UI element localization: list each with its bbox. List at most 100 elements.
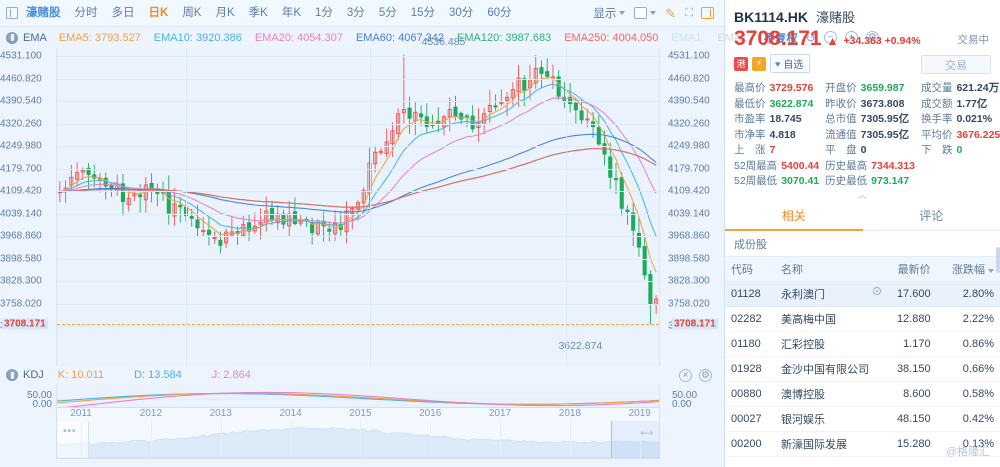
- cell-name: 澳博控股: [775, 381, 883, 407]
- table-row[interactable]: 02282 美高梅中国 12.880 2.22%: [725, 306, 1000, 332]
- kdj-axis-50-left: 50.00: [26, 390, 52, 401]
- stat-9: 市净率 4.818: [734, 128, 819, 143]
- nav-year-3: 2014: [279, 408, 302, 419]
- y-tick-8: 3968.860: [668, 230, 710, 242]
- timeframe-5[interactable]: 季K: [248, 6, 268, 19]
- panel-toggle-icon[interactable]: [6, 7, 18, 19]
- cell-change: 0.58%: [936, 381, 1000, 407]
- cell-change: 2.80%: [936, 281, 1000, 307]
- cell-price: 17.600: [883, 281, 937, 307]
- y-tick-7: 4039.140: [668, 208, 710, 219]
- indicator-icon: [6, 369, 18, 381]
- col-change[interactable]: 涨跌幅: [936, 255, 1000, 282]
- quote-name: 濠赌股: [815, 10, 855, 25]
- toolbar-brand[interactable]: 濠赌股: [26, 6, 61, 19]
- timeframe-0[interactable]: 分时: [74, 6, 98, 19]
- add-to-watchlist-button[interactable]: ♥ 自选: [770, 54, 811, 74]
- stat-value: 621.24万: [956, 82, 1000, 95]
- kdj-legend: KDJ K: 10.011 D: 13.584 J: 2.864 × ⚙: [0, 366, 724, 384]
- y-tick-3: 4320.260: [0, 118, 42, 129]
- timeframe-4[interactable]: 月K: [215, 6, 235, 19]
- stat-label: 平均价: [920, 128, 953, 141]
- ema-value-4: EMA120: 3987.683: [457, 31, 552, 44]
- annotation-high: 4536.485: [421, 36, 466, 49]
- y-tick-2: 4390.540: [0, 95, 42, 107]
- collapse-stats-button[interactable]: ︿: [857, 189, 867, 200]
- settings-icon[interactable]: ⚙: [699, 368, 712, 382]
- last-price-line: [57, 323, 659, 325]
- y-tick-1: 4460.820: [0, 73, 42, 84]
- adjust-toggle[interactable]: 不复权: [763, 32, 798, 45]
- cell-code: 01928: [725, 356, 775, 382]
- col-price[interactable]: 最新价: [883, 255, 937, 282]
- navigator-overview: [57, 421, 659, 458]
- ema-controls: 不复权 ↺ − + ⚙: [763, 30, 883, 46]
- cell-code: 00027: [725, 406, 775, 432]
- timeframe-1[interactable]: 多日: [111, 6, 135, 19]
- display-dropdown[interactable]: 显示: [593, 5, 626, 21]
- y-tick-9: 3898.580: [0, 253, 42, 264]
- nav-gridline: [150, 421, 152, 458]
- timeframe-11[interactable]: 30分: [449, 6, 474, 19]
- table-row[interactable]: 01180 汇彩控股 1.170 0.86%: [725, 331, 1000, 357]
- undo-icon[interactable]: ↺: [805, 30, 816, 45]
- market-status: 交易中: [957, 34, 990, 47]
- panel-tabs: 相关 评论: [725, 202, 1000, 231]
- ema-value-0: EMA5: 3793.527: [58, 31, 141, 44]
- stat-7: 总市值 7305.95亿: [825, 112, 915, 127]
- timeframe-6[interactable]: 年K: [281, 6, 301, 19]
- chevron-down-icon: [988, 268, 994, 273]
- table-row[interactable]: 00200 新濠国际发展 15.280 0.13%: [725, 431, 1000, 457]
- table-row[interactable]: 01128 永利澳门 17.600 2.80%: [725, 281, 1000, 307]
- zoom-out-icon[interactable]: −: [824, 31, 837, 44]
- kdj-value-0: K: 10.011: [57, 369, 105, 381]
- ema-value-5: EMA250: 4004.050: [564, 31, 659, 44]
- chart-style-dropdown[interactable]: [634, 7, 657, 19]
- timeframe-3[interactable]: 周K: [182, 6, 202, 19]
- cell-name: 银河娱乐: [775, 406, 883, 432]
- tab-1[interactable]: 评论: [919, 208, 944, 223]
- timeframe-7[interactable]: 1分: [315, 6, 333, 19]
- nav-gridline: [290, 421, 292, 458]
- pencil-icon[interactable]: ✎: [665, 5, 677, 21]
- table-row[interactable]: 01928 金沙中国有限公司 38.150 0.66%: [725, 356, 1000, 382]
- timeframe-12[interactable]: 60分: [487, 6, 512, 19]
- range-navigator[interactable]: 2011 2012 2013 2014 2015 2016 2017 2018 2019 •••…: [56, 407, 660, 459]
- stat-value: 3622.874: [769, 97, 814, 110]
- trade-button[interactable]: 交易: [921, 55, 991, 75]
- settings-icon[interactable]: ⚙: [866, 31, 879, 44]
- navigator-grip-left[interactable]: •••: [63, 426, 77, 437]
- tab-0[interactable]: 相关: [725, 202, 863, 231]
- stat-label: 52周最高: [734, 159, 778, 172]
- navigator-selection[interactable]: [611, 421, 659, 458]
- cell-name: 新濠国际发展: [775, 431, 883, 457]
- stat-label: 昨收价: [825, 97, 857, 110]
- close-icon[interactable]: ×: [679, 368, 692, 382]
- y-tick-10: 3828.300: [0, 275, 42, 287]
- stat-label: 历史最高: [825, 159, 868, 172]
- vertical-scrollbar[interactable]: [996, 247, 1000, 273]
- timeframe-10[interactable]: 15分: [410, 6, 436, 19]
- expand-icon[interactable]: ⛶: [685, 6, 693, 19]
- stat-value: 3673.808: [860, 97, 905, 110]
- timeframe-2[interactable]: 日K: [148, 6, 169, 19]
- chevron-down-icon: [619, 11, 626, 15]
- navigator-grip-right[interactable]: ⟷: [640, 428, 655, 438]
- timeframe-9[interactable]: 5分: [378, 6, 397, 19]
- table-row[interactable]: 00880 澳博控股 8.600 0.58%: [725, 381, 1000, 407]
- zoom-in-icon[interactable]: +: [845, 31, 858, 44]
- stat-2: 成交量 621.24万: [921, 81, 1000, 96]
- y-tick-6: 4109.420: [668, 185, 710, 197]
- quote-detail-icon[interactable]: [873, 286, 881, 295]
- col-name[interactable]: 名称: [775, 255, 883, 282]
- quote-change: +34.363 +0.94%: [843, 35, 921, 48]
- col-code[interactable]: 代码: [725, 255, 775, 282]
- nav-gridline: [569, 421, 571, 458]
- stat-value: 7: [769, 144, 776, 157]
- table-row[interactable]: 00027 银河娱乐 48.150 0.42%: [725, 406, 1000, 432]
- layout-icon[interactable]: [701, 7, 714, 19]
- price-chart[interactable]: 4531.100 4460.820 4390.540 4320.260 4249.980…: [0, 36, 724, 366]
- candlestick-plot[interactable]: 4536.485 3622.874: [56, 36, 660, 366]
- timeframe-8[interactable]: 3分: [346, 6, 365, 19]
